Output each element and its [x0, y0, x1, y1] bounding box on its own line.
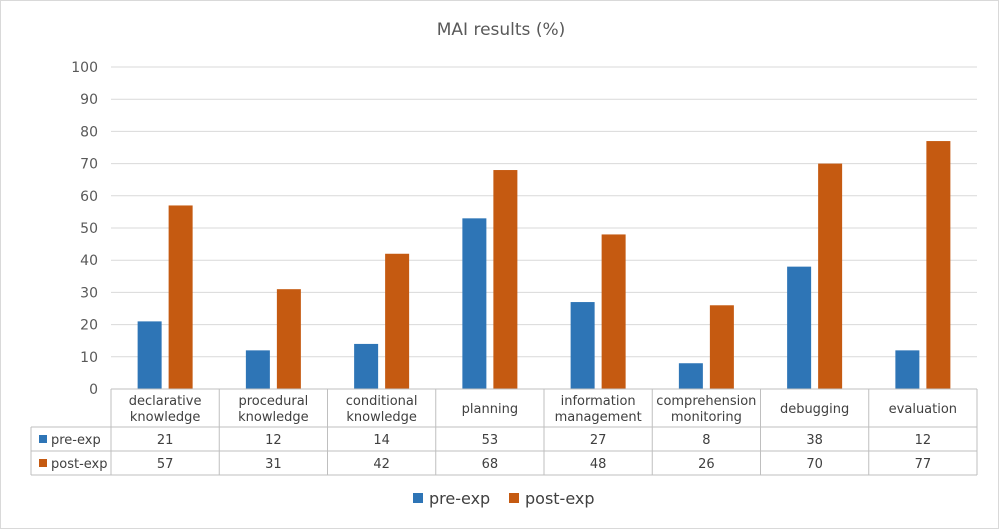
legend-label-post-exp: post-exp: [525, 489, 595, 508]
y-tick-label: 10: [80, 350, 98, 366]
data-label: 57: [157, 457, 174, 472]
bar-pre-exp: [137, 321, 162, 389]
data-label: 14: [373, 433, 390, 448]
bar-post-exp: [493, 170, 518, 389]
category-label: knowledge: [238, 410, 308, 425]
y-tick-label: 0: [89, 382, 98, 398]
category-label: knowledge: [346, 410, 416, 425]
table-series-label: post-exp: [51, 457, 107, 472]
bar-pre-exp: [895, 350, 920, 389]
chart-title: MAI results (%): [437, 20, 566, 40]
table-series-label: pre-exp: [51, 433, 101, 448]
y-tick-label: 20: [80, 318, 98, 334]
bar-post-exp: [926, 141, 951, 389]
data-label: 48: [590, 457, 607, 472]
y-tick-label: 80: [80, 124, 98, 140]
y-tick-label: 30: [80, 285, 98, 301]
data-table: declarativeknowledgeproceduralknowledgec…: [30, 388, 978, 476]
category-label: conditional: [346, 394, 418, 409]
bar-pre-exp: [678, 363, 703, 389]
bar-pre-exp: [354, 343, 379, 389]
table-legend-key: [39, 459, 47, 467]
data-label: 27: [590, 433, 607, 448]
data-label: 77: [915, 457, 932, 472]
data-label: 53: [482, 433, 499, 448]
bar-pre-exp: [462, 218, 487, 389]
category-label: monitoring: [671, 410, 742, 425]
bar-post-exp: [385, 253, 410, 389]
bar-post-exp: [818, 163, 843, 389]
category-label: information: [561, 394, 636, 409]
legend-swatch-pre-exp: [413, 493, 423, 503]
category-label: debugging: [780, 402, 849, 417]
bar-pre-exp: [570, 302, 595, 389]
category-label: knowledge: [130, 410, 200, 425]
bar-post-exp: [601, 234, 626, 389]
table-legend-key: [39, 435, 47, 443]
legend-label-pre-exp: pre-exp: [429, 489, 490, 508]
bar-post-exp: [276, 289, 301, 389]
y-tick-label: 60: [80, 189, 98, 205]
y-tick-label: 100: [71, 60, 98, 76]
legend-swatch-post-exp: [509, 493, 519, 503]
y-tick-label: 90: [80, 92, 98, 108]
data-label: 26: [698, 457, 715, 472]
category-label: planning: [462, 402, 518, 417]
data-label: 8: [702, 433, 710, 448]
data-label: 21: [157, 433, 174, 448]
y-tick-label: 70: [80, 157, 98, 173]
data-label: 38: [806, 433, 823, 448]
y-tick-label: 40: [80, 253, 98, 269]
bar-post-exp: [168, 205, 193, 389]
bars: [137, 141, 951, 389]
data-label: 31: [265, 457, 282, 472]
category-label: comprehension: [656, 394, 756, 409]
legend: pre-exp post-exp: [413, 489, 595, 508]
category-label: management: [555, 410, 642, 425]
y-tick-label: 50: [80, 221, 98, 237]
bar-post-exp: [709, 305, 734, 389]
data-label: 68: [482, 457, 499, 472]
category-label: procedural: [238, 394, 308, 409]
data-label: 12: [265, 433, 282, 448]
data-label: 42: [373, 457, 390, 472]
bar-pre-exp: [245, 350, 270, 389]
category-label: declarative: [129, 394, 202, 409]
bar-pre-exp: [787, 266, 812, 389]
data-label: 70: [806, 457, 823, 472]
data-label: 12: [915, 433, 932, 448]
category-label: evaluation: [889, 402, 957, 417]
